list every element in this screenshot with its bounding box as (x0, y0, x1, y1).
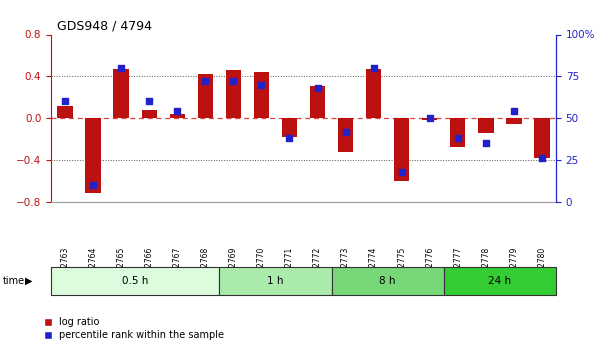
Point (144, 99, 154, 104)
Bar (85, 118, 101, 194)
Bar (394, 118, 409, 181)
Point (313, 85, 322, 91)
Bar (534, 118, 550, 158)
Point (425, 115, 435, 121)
Text: GDS948 / 4794: GDS948 / 4794 (57, 20, 152, 33)
Bar (169, 114, 185, 118)
Bar (58, 106, 73, 118)
Point (172, 109, 182, 114)
Bar (282, 118, 297, 137)
Text: GSM22777: GSM22777 (453, 247, 462, 288)
Bar (226, 70, 241, 118)
Text: 1 h: 1 h (267, 276, 284, 286)
Text: GSM22764: GSM22764 (89, 247, 97, 288)
Bar (444, 267, 556, 295)
Point (509, 109, 519, 114)
Text: GSM22770: GSM22770 (257, 247, 266, 288)
Text: GSM22768: GSM22768 (201, 247, 210, 288)
Point (369, 65, 379, 71)
Bar (478, 118, 493, 133)
Bar (219, 267, 332, 295)
Text: GSM22775: GSM22775 (397, 247, 406, 288)
Legend: log ratio, percentile rank within the sample: log ratio, percentile rank within the sa… (44, 317, 225, 340)
Point (453, 136, 463, 141)
Point (537, 156, 547, 161)
Point (201, 79, 210, 84)
Point (341, 129, 350, 134)
Text: GSM22765: GSM22765 (117, 247, 126, 288)
Bar (254, 72, 269, 118)
Bar (506, 118, 522, 125)
Text: GSM22773: GSM22773 (341, 247, 350, 288)
Bar (198, 74, 213, 118)
Text: GSM22767: GSM22767 (173, 247, 182, 288)
Bar (310, 86, 325, 118)
Point (117, 65, 126, 71)
Text: GSM22779: GSM22779 (510, 247, 518, 288)
Text: GSM22778: GSM22778 (481, 247, 490, 288)
Text: GSM22771: GSM22771 (285, 247, 294, 288)
Bar (338, 118, 353, 152)
Text: GSM22780: GSM22780 (537, 247, 546, 288)
Point (60, 99, 70, 104)
Point (481, 140, 490, 146)
Bar (142, 110, 157, 118)
Bar (332, 267, 444, 295)
Bar (450, 118, 466, 147)
Text: time: time (3, 276, 25, 286)
Bar (51, 267, 219, 295)
Text: GSM22763: GSM22763 (61, 247, 70, 288)
Bar (366, 69, 382, 118)
Point (88, 183, 98, 188)
Text: GSM22772: GSM22772 (313, 247, 322, 288)
Text: 24 h: 24 h (488, 276, 511, 286)
Bar (422, 118, 438, 120)
Text: ▶: ▶ (25, 276, 32, 286)
Text: 8 h: 8 h (379, 276, 396, 286)
Text: GSM22774: GSM22774 (369, 247, 378, 288)
Text: GSM22766: GSM22766 (145, 247, 154, 288)
Text: GSM22776: GSM22776 (426, 247, 434, 288)
Text: GSM22769: GSM22769 (229, 247, 238, 288)
Point (397, 169, 406, 175)
Point (257, 82, 266, 87)
Point (228, 79, 238, 84)
Bar (114, 69, 129, 118)
Point (285, 136, 294, 141)
Text: 0.5 h: 0.5 h (122, 276, 148, 286)
